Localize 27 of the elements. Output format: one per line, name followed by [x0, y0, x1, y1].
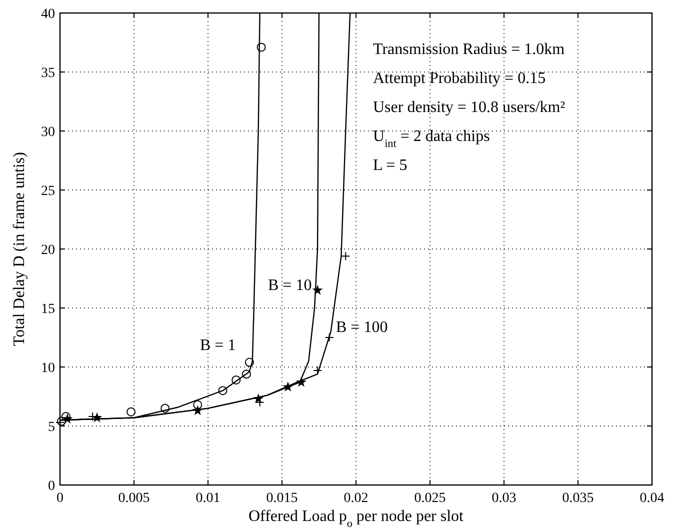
series-label: B = 10 — [268, 277, 312, 294]
y-tick-label: 30 — [41, 125, 55, 140]
y-tick-label: 15 — [41, 302, 55, 317]
x-tick-label: 0.025 — [414, 491, 446, 506]
annotation: Transmission Radius = 1.0km — [373, 41, 566, 58]
y-tick-label: 5 — [48, 420, 55, 435]
x-tick-label: 0.035 — [562, 491, 594, 506]
x-tick-label: 0.01 — [196, 491, 220, 506]
y-tick-label: 25 — [41, 184, 55, 199]
y-tick-label: 10 — [41, 361, 55, 376]
x-tick-label: 0.015 — [266, 491, 298, 506]
y-axis-title: Total Delay D (in frame untis) — [11, 152, 28, 346]
y-tick-label: 40 — [41, 7, 55, 22]
x-tick-label: 0.005 — [118, 491, 150, 506]
x-tick-label: 0.04 — [640, 491, 664, 506]
series-label: B = 1 — [200, 337, 236, 354]
x-tick-label: 0.02 — [344, 491, 368, 506]
annotation: L = 5 — [373, 157, 408, 174]
x-tick-label: 0.03 — [492, 491, 516, 506]
x-axis-title: Offered Load p$_{o}$ per node per slot — [248, 508, 464, 530]
annotation: User density = 10.8 users/km² — [373, 99, 566, 116]
annotation: U$_{int}$ = 2 data chips — [373, 128, 490, 150]
y-tick-label: 0 — [48, 479, 55, 494]
annotation: Attempt Probability = 0.15 — [373, 70, 546, 87]
series-label: B = 100 — [336, 319, 388, 336]
y-tick-label: 20 — [41, 243, 55, 258]
y-tick-label: 35 — [41, 66, 55, 81]
